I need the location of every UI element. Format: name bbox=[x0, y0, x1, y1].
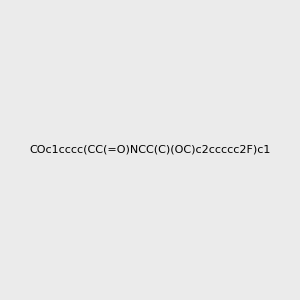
Text: COc1cccc(CC(=O)NCC(C)(OC)c2ccccc2F)c1: COc1cccc(CC(=O)NCC(C)(OC)c2ccccc2F)c1 bbox=[29, 145, 271, 155]
